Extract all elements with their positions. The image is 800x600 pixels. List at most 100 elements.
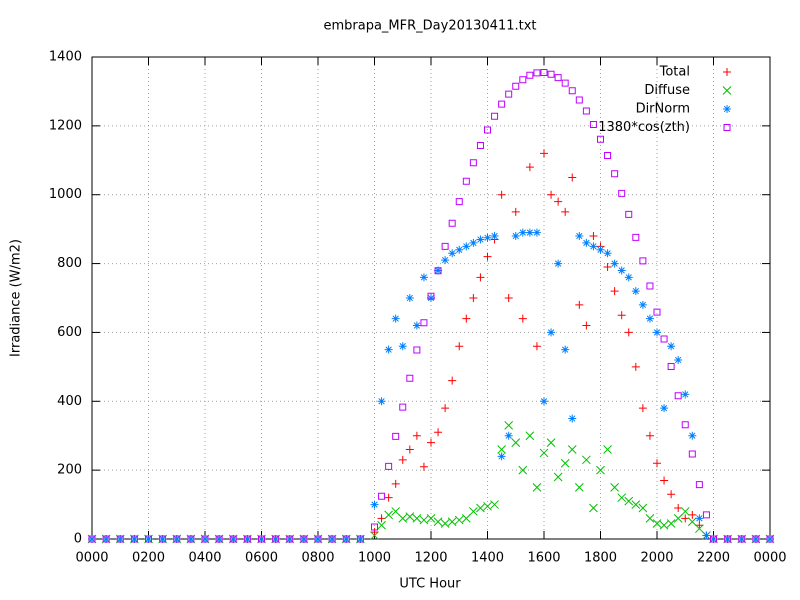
point [652,519,662,528]
point [441,256,450,265]
point [603,263,612,272]
y-tick-label: 1200 [49,118,82,133]
point [540,149,548,158]
x-tick-label: 1400 [471,551,504,566]
point [462,242,471,251]
point [526,71,534,79]
point [618,189,626,197]
point [666,519,676,528]
point [102,535,110,543]
point [695,481,703,489]
point [413,346,421,354]
x-tick-label: 1800 [584,551,617,566]
point [766,535,774,543]
point [490,500,499,509]
point [144,535,153,543]
point [766,535,774,543]
point [674,392,682,400]
point [646,282,654,290]
point [88,535,96,543]
y-tick-label: 400 [57,394,82,409]
point [398,455,407,464]
point [639,257,647,265]
point [356,535,364,543]
point [596,465,605,475]
y-tick-label: 200 [57,463,82,478]
point [483,252,492,261]
point [498,100,506,108]
point [116,535,124,543]
point [102,535,111,543]
point [680,507,690,516]
point [371,523,378,531]
point [215,535,223,543]
x-tick-label: 1000 [358,551,391,566]
point [328,535,337,543]
point [518,465,528,475]
x-tick-label: 0600 [245,551,278,566]
point [433,517,443,527]
point [116,535,125,543]
point [441,242,449,250]
point [412,321,421,330]
point [554,74,562,82]
legend-marker [722,86,732,95]
point [186,535,195,543]
legend-label: 1380*cos(zth) [598,120,690,135]
point [547,190,556,199]
point [533,69,541,77]
point [427,292,435,300]
point [525,163,534,172]
point [172,535,181,543]
point [547,328,556,337]
point [688,450,696,458]
point [377,514,386,523]
point [378,492,386,500]
point [582,107,590,115]
point [674,504,683,513]
point [632,233,640,241]
point [434,266,443,275]
point [384,345,393,354]
legend-marker [723,68,731,76]
point [645,513,655,523]
point [561,345,570,354]
legend-label: Diffuse [644,83,690,98]
point [384,510,393,520]
point [454,515,464,525]
point [709,535,718,543]
point [258,535,265,543]
point [229,535,238,543]
point [617,311,626,320]
point [596,245,605,254]
point [645,314,654,323]
point [215,535,224,543]
point [455,245,464,254]
point [518,314,527,323]
y-axis-label: Irradiance (W/m2) [9,239,24,357]
point [462,314,471,323]
point [447,517,457,527]
point [624,273,633,282]
point [173,535,181,543]
point [737,535,746,543]
point [624,496,634,506]
point [525,431,535,441]
point [681,390,690,399]
point [589,120,597,128]
point [448,376,457,385]
point [575,300,584,309]
point [751,535,760,543]
y-tick-label: 800 [57,256,82,271]
point [511,438,521,447]
x-tick-label: 0800 [301,551,334,566]
point [399,403,407,411]
point [611,170,619,178]
point [631,500,641,509]
point [511,207,520,216]
point [681,421,689,429]
x-tick-label: 2200 [697,551,730,566]
point [667,363,675,371]
point [272,535,280,543]
